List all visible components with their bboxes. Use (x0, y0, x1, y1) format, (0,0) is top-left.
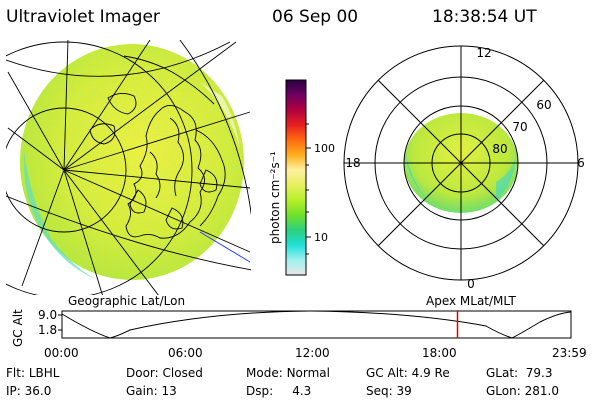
colorbar-label-10: 10 (314, 231, 328, 244)
timeline-frame (61, 310, 572, 339)
timeline-xtick-1200: 12:00 (295, 346, 330, 360)
mlt-label-12: 12 (476, 46, 491, 60)
info-seq: Seq: 39 (366, 384, 412, 398)
observation-date: 06 Sep 00 (272, 7, 359, 27)
timeline-ylabel: GC Alt (11, 309, 25, 347)
altitude-timeline: GC Alt 9.0 1.8 (11, 308, 572, 347)
colorbar-scale (285, 79, 307, 276)
mlat-label-70: 70 (512, 120, 527, 134)
info-door: Door: Closed (126, 366, 203, 380)
timeline-xtick-0600: 06:00 (168, 346, 203, 360)
mlat-label-60: 60 (536, 98, 551, 112)
info-gain: Gain: 13 (126, 384, 177, 398)
timeline-xtick-1800: 18:00 (422, 346, 457, 360)
observation-time: 18:38:54 UT (432, 7, 537, 27)
info-glat: GLat: 79.3 (486, 366, 553, 380)
geographic-image-panel (6, 40, 251, 295)
info-flt: Flt: LBHL (6, 366, 60, 380)
info-ip: IP: 36.0 (6, 384, 52, 398)
mlt-label-0: 0 (467, 277, 475, 291)
timeline-xtick-2359: 23:59 (552, 346, 587, 360)
colorbar-unit-label: photon cm⁻²s⁻¹ (268, 151, 282, 244)
colorbar: 100 10 photon cm⁻²s⁻¹ (268, 79, 335, 276)
disk-limb-right (200, 82, 240, 150)
info-mode: Mode: Normal (246, 366, 330, 380)
timeline-ytick-9: 9.0 (38, 308, 57, 322)
info-dsp: Dsp: 4.3 (246, 384, 312, 398)
left-panel-caption: Geographic Lat/Lon (68, 294, 186, 308)
coastline-contours (89, 55, 226, 239)
colorbar-label-100: 100 (314, 142, 335, 155)
info-gc-alt: GC Alt: 4.9 Re (366, 366, 450, 380)
lat-lon-grid (6, 40, 251, 295)
right-panel-caption: Apex MLat/MLT (426, 294, 516, 308)
altitude-curve (61, 310, 572, 339)
mlt-label-18: 18 (345, 156, 360, 170)
timeline-xtick-0000: 00:00 (44, 346, 79, 360)
polar-grid (343, 45, 579, 281)
timeline-ytick-1-8: 1.8 (38, 323, 57, 337)
polar-plot: 12 18 6 0 60 70 80 (343, 45, 585, 291)
mlt-label-6: 6 (577, 156, 585, 170)
disk-limb-left (23, 150, 104, 282)
terminator-line (199, 231, 251, 263)
info-glon: GLon: 281.0 (486, 384, 559, 398)
instrument-title: Ultraviolet Imager (6, 7, 160, 27)
mlat-label-80: 80 (492, 142, 507, 156)
